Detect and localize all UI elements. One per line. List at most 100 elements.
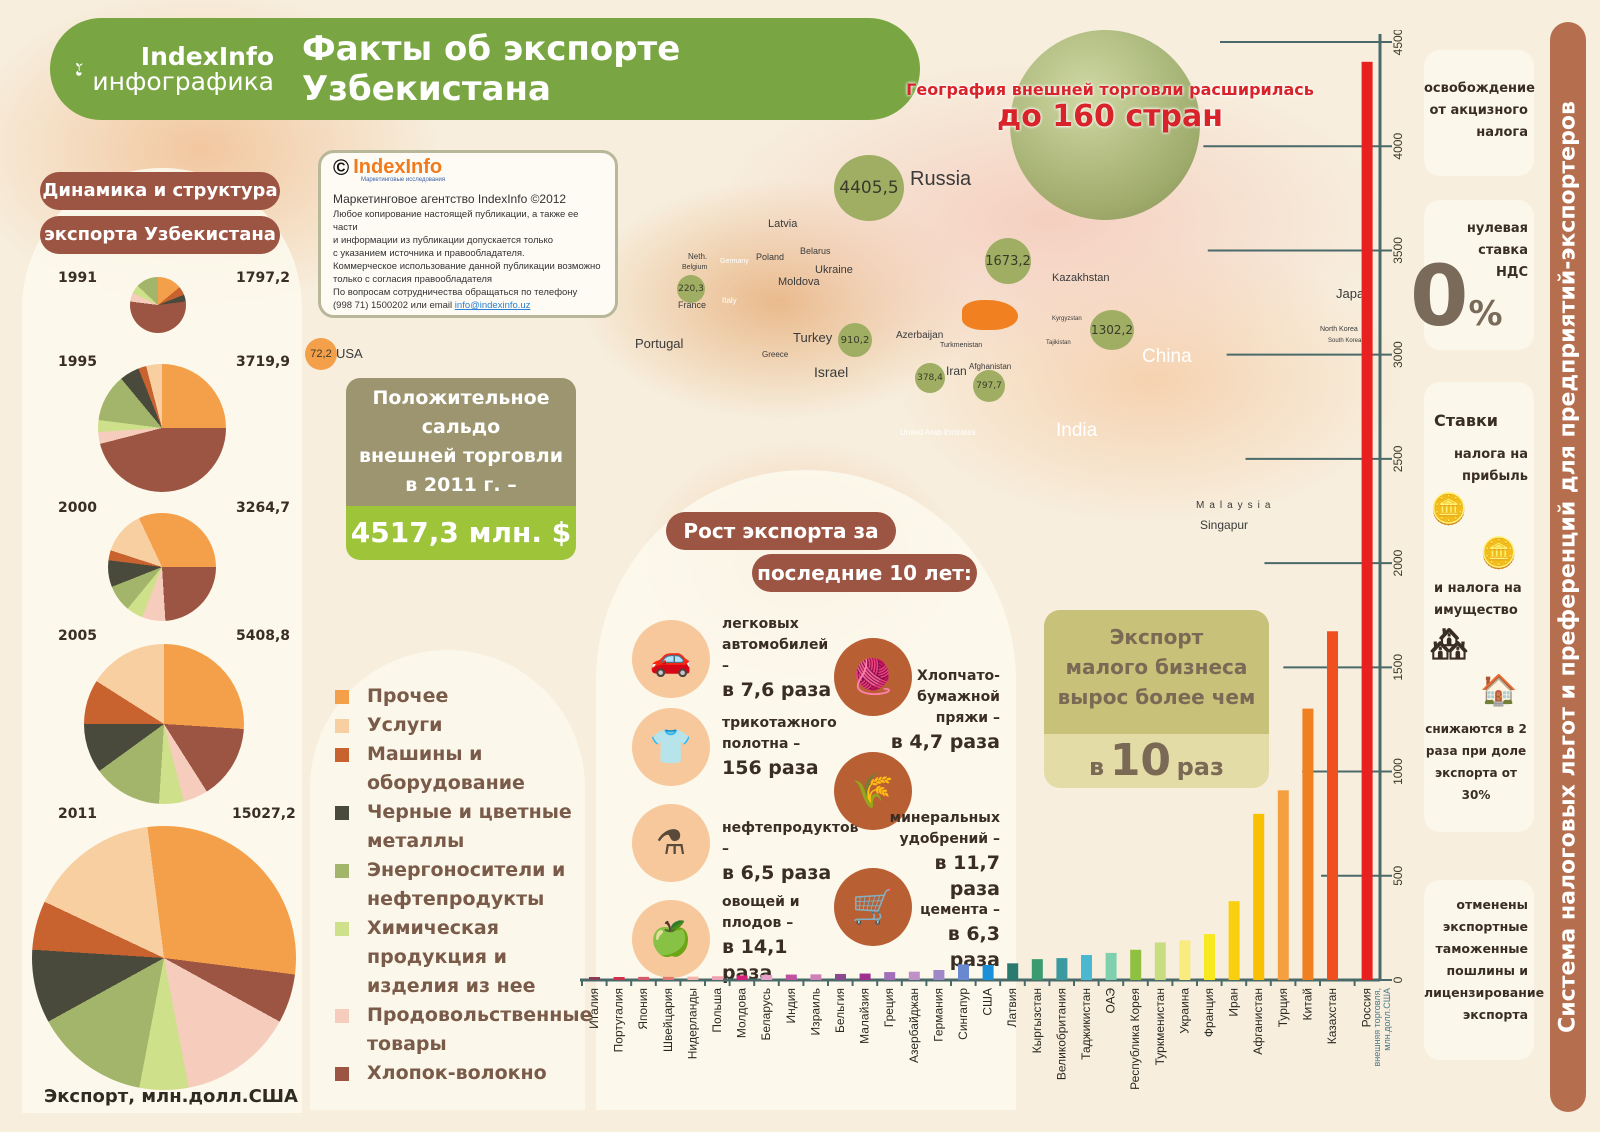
bar [859, 973, 871, 980]
bar [1302, 708, 1314, 980]
bar [1204, 934, 1215, 980]
copyright-line: с указанием источника и правообладателя. [333, 248, 525, 259]
email-link[interactable]: info@indexinfo.uz [454, 300, 531, 311]
growth-title-2: последние 10 лет: [752, 554, 977, 592]
vat-text: нулевая [1466, 221, 1528, 236]
legend-item: Черные и цветные металлы [335, 798, 577, 856]
svg-text:Казахстан: Казахстан [1325, 988, 1339, 1044]
mine-cart-icon: 🛒 [834, 868, 912, 946]
svg-text:США: США [981, 988, 995, 1016]
house-icon: 🏘 🏠 [1430, 627, 1518, 708]
customs-card: отменены экспортные таможенные пошлины и… [1424, 880, 1544, 1060]
growth-label: нефтепродуктов – [722, 820, 859, 857]
flask-icon: ⚗ [632, 804, 710, 882]
profit-tax-text: прибыль [1462, 469, 1528, 484]
svg-text:4500: 4500 [1391, 30, 1405, 55]
pie-total-2000: 3264,7 [236, 500, 291, 516]
bar [785, 974, 797, 980]
legend-swatch [335, 922, 349, 936]
bar [761, 974, 773, 980]
map-label-azerbaijan: Azerbaijan [896, 330, 944, 341]
saldo-value: 4517,3 млн. $ [346, 506, 576, 560]
svg-text:Индия: Индия [784, 988, 798, 1023]
growth-title-1: Рост экспорта за [666, 512, 896, 550]
growth-label: овощей и плодов – [722, 894, 800, 931]
growth-label: цемента – [920, 902, 1000, 918]
map-label-poland: Poland [756, 252, 785, 262]
sprout-icon [76, 62, 83, 76]
saldo-text: сальдо [421, 416, 501, 438]
property-tax-text: и налога на [1434, 581, 1522, 596]
excise-text: от акцизного [1429, 103, 1528, 118]
bar [933, 969, 945, 980]
map-bubble-usa: 72,2 [305, 338, 337, 370]
copyright-line: и информации из публикации допускается т… [333, 235, 554, 246]
copyright-main: Маркетинговое агентство IndexInfo ©2012 [333, 192, 567, 206]
growth-item-knit: 👕 трикотажного полотна – 156 раза [632, 708, 842, 786]
legend-item: Прочее [335, 682, 577, 711]
map-label-afghanistan: Afghanistan [969, 362, 1012, 371]
map-bubble-iran: 378,4 [915, 363, 945, 393]
small-business-box: Экспорт малого бизнеса вырос более чем в… [1044, 610, 1269, 788]
legend-item: Хлопок-волокно [335, 1059, 577, 1088]
map-bubble-turkey: 910,2 [838, 323, 872, 357]
svg-text:Греция: Греция [882, 988, 896, 1027]
legend-label: Черные и цветные металлы [367, 801, 572, 852]
bar [613, 977, 625, 980]
copyright-box: © IndexInfo Маркетинговые исследования Ма… [318, 150, 618, 318]
map-label-malaysia: Malaysia [1196, 500, 1276, 511]
bar [835, 973, 846, 980]
legend: Прочее Услуги Машины и оборудование Черные … [335, 682, 593, 1088]
legend-label: Продовольственные товары [367, 1004, 593, 1055]
svg-text:4000: 4000 [1391, 133, 1405, 160]
customs-text: экспортные [1442, 919, 1528, 934]
header-banner: IndexInfo инфографика Факты об экспорте … [50, 18, 920, 120]
svg-text:0: 0 [1391, 976, 1405, 983]
svg-text:2500: 2500 [1391, 445, 1405, 472]
logo-brand: IndexInfo [140, 42, 274, 71]
svg-text:Бельгия: Бельгия [833, 988, 847, 1033]
svg-text:Япония: Япония [636, 988, 650, 1030]
map-label-kyrgyzstan: Kyrgyzstan [1052, 316, 1082, 322]
bar [1081, 954, 1092, 980]
svg-text:3000: 3000 [1391, 341, 1405, 368]
excise-card: освобождение от акцизного налога [1424, 50, 1535, 176]
copyright-icon: © [333, 155, 350, 180]
pie-total-2005: 5408,8 [236, 628, 291, 644]
legend-label: Химическая продукция и изделия из нее [367, 917, 536, 997]
svg-text:Сингапур: Сингапур [956, 988, 970, 1040]
map-label-uae: United Arab Emirates [900, 428, 976, 437]
bar [1228, 901, 1240, 980]
map-bubble-russia: 4405,5 [834, 155, 904, 221]
growth-item-cars: 🚗 легковых автомобилей – в 7,6 раза [632, 614, 832, 703]
benefits-vertical-title: Система налоговых льгот и преференций дл… [1550, 22, 1586, 1112]
copyright-line: только с согласия правообладателя [333, 274, 493, 285]
pie-year-1991: 1991 [58, 270, 97, 286]
pie-total-1995: 3719,9 [236, 354, 291, 370]
svg-text:1000: 1000 [1391, 758, 1405, 785]
svg-text:Турция: Турция [1276, 988, 1290, 1027]
bar [1179, 940, 1191, 980]
geography-line1: География внешней торговли расширилась [906, 80, 1314, 99]
legend-label: Прочее [367, 685, 449, 707]
bar [1056, 958, 1068, 980]
t-shirt-icon: 👕 [632, 708, 710, 786]
growth-item-fruit: 🍏 овощей и плодов – в 14,1 раза [632, 892, 832, 986]
legend-label: Энергоносители и нефтепродукты [367, 859, 566, 910]
copyright-brand-sub: Маркетинговые исследования [361, 177, 446, 183]
svg-text:Португалия: Португалия [612, 988, 626, 1052]
car-icon: 🚗 [632, 619, 710, 698]
copyright-line: Любое копирование настоящей публикации, … [333, 209, 579, 233]
map-label-iran: Iran [946, 364, 967, 378]
excise-text: освобождение [1424, 81, 1535, 96]
bar [687, 976, 699, 980]
svg-text:2000: 2000 [1391, 549, 1405, 576]
logo-subtitle: инфографика [92, 67, 274, 96]
growth-label: трикотажного полотна – [722, 715, 837, 752]
copyright-line: Коммерческое использование данной публик… [333, 261, 601, 272]
svg-text:Германия: Германия [931, 988, 945, 1042]
bar [1253, 813, 1265, 980]
bar [1277, 790, 1289, 980]
svg-text:внешняя торговля,: внешняя торговля, [1372, 988, 1382, 1067]
legend-swatch [335, 719, 349, 733]
